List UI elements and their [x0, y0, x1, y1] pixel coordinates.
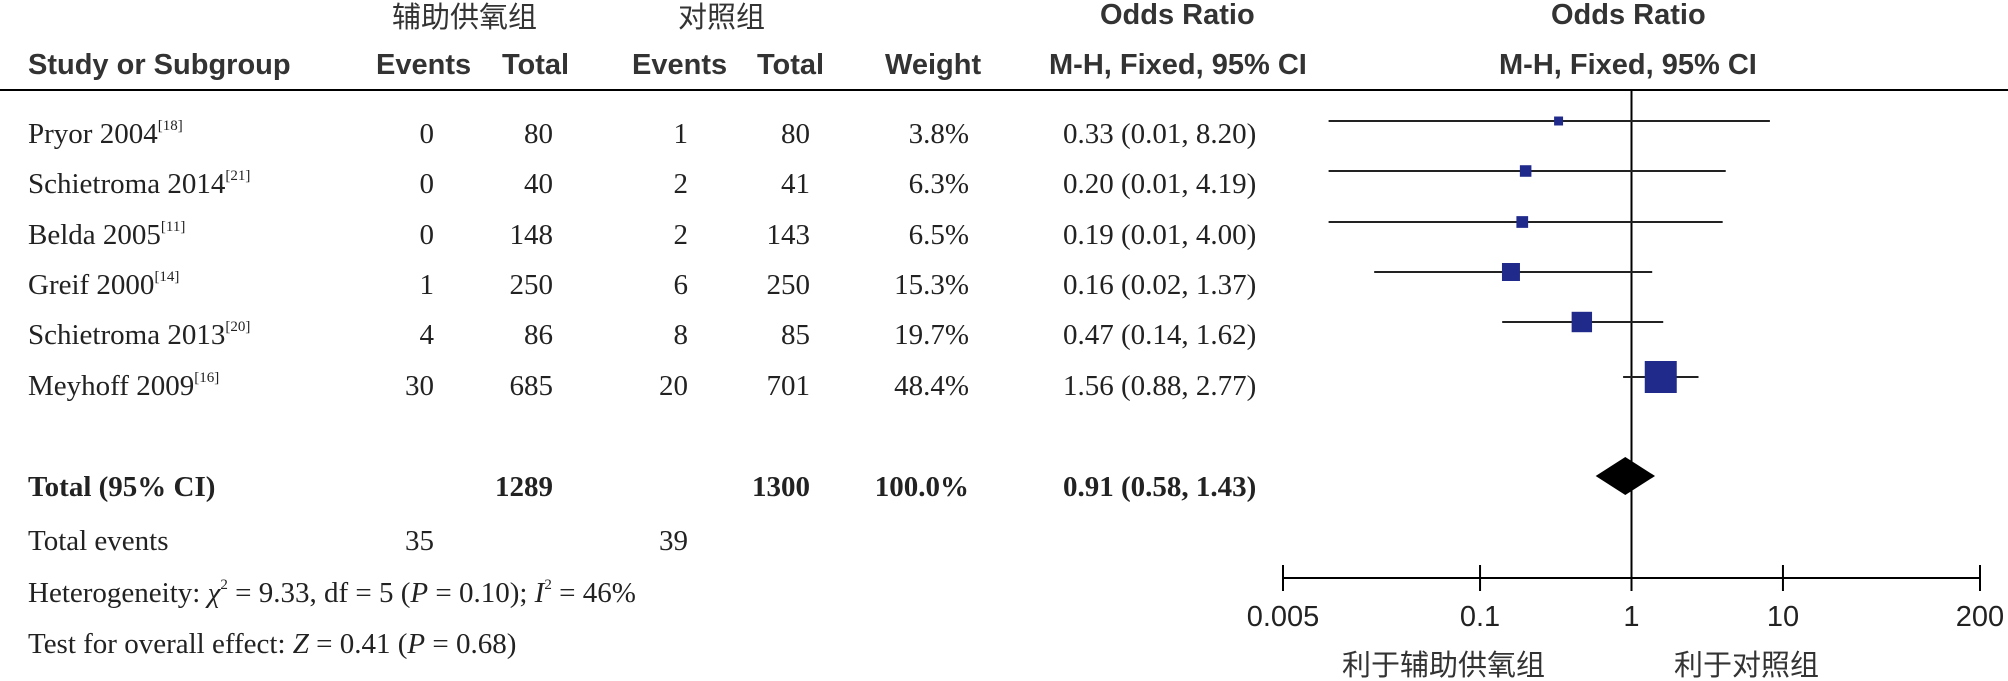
total-label: Total (95% CI): [28, 471, 216, 503]
events2-cell: 8: [673, 319, 689, 351]
events1-header: Events: [376, 49, 472, 81]
study-name: Pryor 2004[18]: [28, 118, 183, 150]
study-name: Greif 2000[14]: [28, 269, 180, 301]
total1-cell: 40: [524, 168, 553, 200]
study-marker: [1501, 263, 1520, 281]
odds-ratio-title-left: Odds Ratio: [1100, 0, 1255, 31]
group1-header: 辅助供氧组: [392, 0, 538, 34]
total-events2: 39: [659, 525, 688, 557]
weight-cell: 6.5%: [908, 219, 969, 251]
events2-header: Events: [632, 49, 728, 81]
study-marker: [1571, 311, 1593, 333]
study-marker: [1644, 360, 1677, 394]
events1-cell: 0: [419, 118, 435, 150]
ci-cell: 0.16 (0.02, 1.37): [1063, 269, 1257, 301]
total-weight-cell: 100.0%: [874, 471, 969, 503]
study-name: Schietroma 2013[20]: [28, 319, 251, 351]
total1-cell: 148: [509, 219, 554, 251]
study-header: Study or Subgroup: [28, 49, 291, 81]
events1-cell: 4: [419, 319, 435, 351]
events2-cell: 2: [673, 219, 689, 251]
weight-cell: 3.8%: [908, 118, 969, 150]
total1-cell: 250: [509, 269, 554, 301]
events2-cell: 1: [673, 118, 689, 150]
overall-effect-text: Test for overall effect: Z = 0.41 (P = 0…: [28, 628, 517, 660]
events2-cell: 6: [673, 269, 689, 301]
events1-cell: 0: [419, 219, 435, 251]
total2-cell: 41: [781, 168, 810, 200]
total-ci-cell: 0.91 (0.58, 1.43): [1063, 471, 1257, 503]
ci-cell: 0.20 (0.01, 4.19): [1063, 168, 1257, 200]
ci-cell: 0.47 (0.14, 1.62): [1063, 319, 1257, 351]
study-marker: [1554, 116, 1564, 126]
total1-cell: 80: [524, 118, 553, 150]
ci-cell: 1.56 (0.88, 2.77): [1063, 370, 1257, 402]
weight-cell: 19.7%: [894, 319, 969, 351]
weight-cell: 48.4%: [894, 370, 969, 402]
x-tick-label: 200: [1956, 601, 2004, 633]
group2-header: 对照组: [678, 0, 766, 34]
weight-cell: 6.3%: [908, 168, 969, 200]
total2-cell: 85: [781, 319, 810, 351]
events2-cell: 2: [673, 168, 689, 200]
events1-cell: 0: [419, 168, 435, 200]
study-name: Meyhoff 2009[16]: [28, 370, 220, 402]
total-events-label: Total events: [28, 525, 169, 557]
events2-cell: 20: [659, 370, 688, 402]
ci-cell: 0.19 (0.01, 4.00): [1063, 219, 1257, 251]
study-name: Belda 2005[11]: [28, 219, 186, 251]
weight-header: Weight: [885, 49, 982, 81]
study-marker: [1516, 216, 1529, 228]
total2-cell: 250: [766, 269, 811, 301]
favours-left-label: 利于辅助供氧组: [1342, 648, 1546, 681]
total-events1: 35: [405, 525, 434, 557]
method-header-left: M-H, Fixed, 95% CI: [1049, 49, 1307, 81]
total2-cell: 143: [766, 219, 811, 251]
study-name: Schietroma 2014[21]: [28, 168, 251, 200]
events1-cell: 30: [405, 370, 434, 402]
x-tick-label: 0.005: [1247, 601, 1320, 633]
total2-cell: 701: [766, 370, 811, 402]
ci-cell: 0.33 (0.01, 8.20): [1063, 118, 1257, 150]
total2-header: Total: [757, 49, 825, 81]
weight-cell: 15.3%: [894, 269, 969, 301]
x-tick-label: 10: [1767, 601, 1799, 633]
total1-cell: 1289: [495, 471, 553, 503]
study-marker: [1519, 165, 1532, 177]
x-tick-label: 1: [1623, 601, 1639, 633]
total1-cell: 685: [509, 370, 554, 402]
heterogeneity-text: Heterogeneity: χ2 = 9.33, df = 5 (P = 0.…: [28, 577, 636, 609]
x-tick-label: 0.1: [1460, 601, 1500, 633]
method-header-right: M-H, Fixed, 95% CI: [1499, 49, 1757, 81]
total1-header: Total: [502, 49, 570, 81]
odds-ratio-title-right: Odds Ratio: [1551, 0, 1706, 31]
total2-cell: 80: [781, 118, 810, 150]
events1-cell: 1: [419, 269, 435, 301]
pooled-diamond: [1595, 457, 1656, 495]
favours-right-label: 利于对照组: [1674, 648, 1820, 681]
total1-cell: 86: [524, 319, 553, 351]
total2-cell: 1300: [752, 471, 810, 503]
header-rule: [0, 89, 2008, 91]
